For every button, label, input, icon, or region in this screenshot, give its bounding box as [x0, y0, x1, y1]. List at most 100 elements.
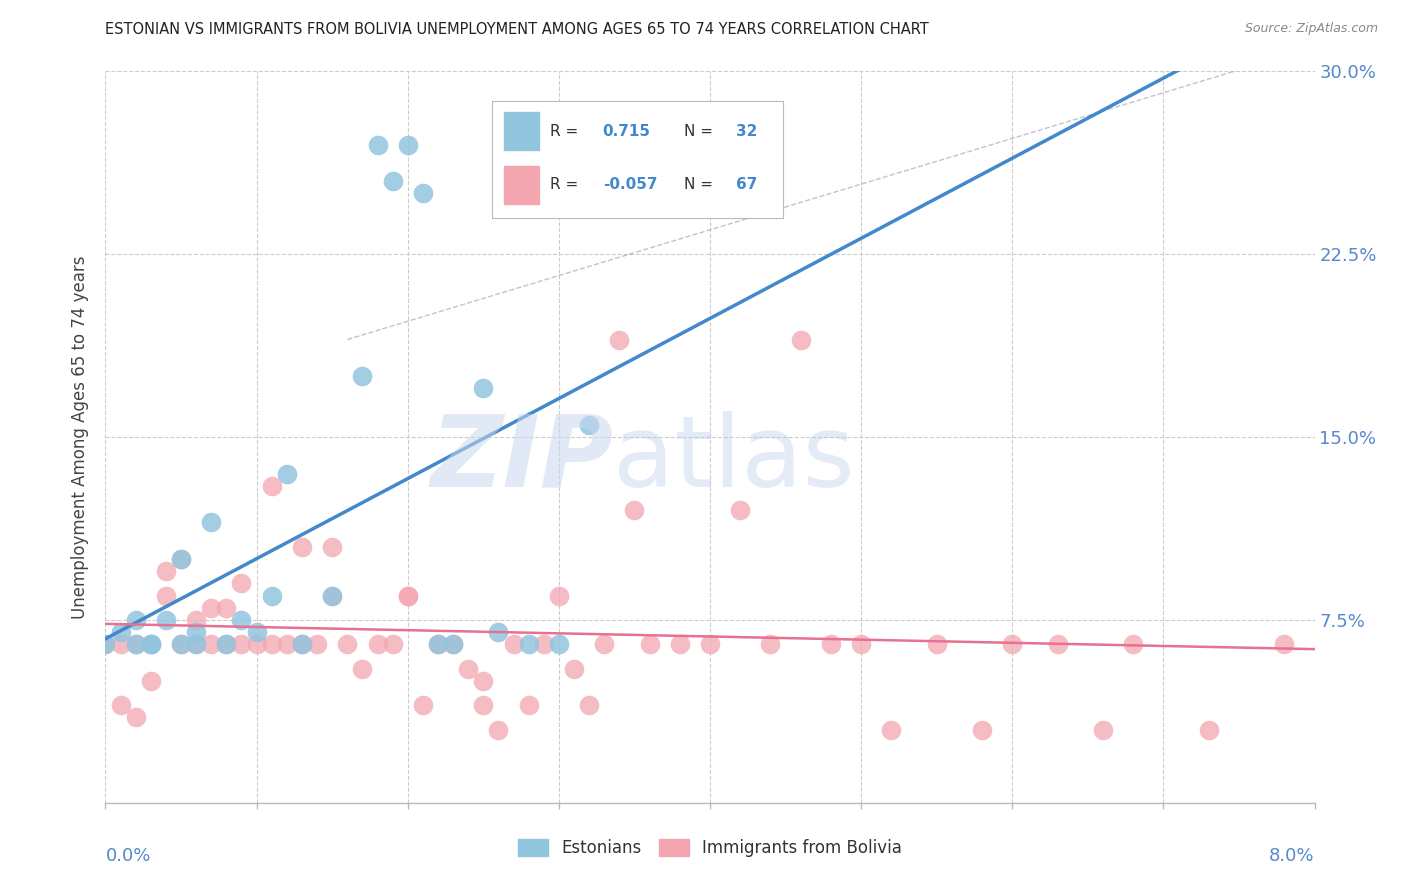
Point [669, 637, 692, 651]
Point [396, 589, 419, 603]
Point [336, 637, 359, 651]
Point [246, 637, 269, 651]
Legend: Estonians, Immigrants from Bolivia: Estonians, Immigrants from Bolivia [512, 832, 908, 864]
Point [200, 600, 222, 615]
Point [231, 576, 253, 591]
Point [502, 637, 524, 651]
Point [925, 637, 948, 651]
Point [125, 613, 148, 627]
Point [488, 625, 510, 640]
Point [412, 186, 434, 201]
Text: ESTONIAN VS IMMIGRANTS FROM BOLIVIA UNEMPLOYMENT AMONG AGES 65 TO 74 YEARS CORRE: ESTONIAN VS IMMIGRANTS FROM BOLIVIA UNEM… [105, 22, 929, 37]
Point [321, 589, 343, 603]
Point [730, 503, 752, 517]
Point [548, 589, 571, 603]
Point [231, 613, 253, 627]
Point [367, 137, 389, 152]
Point [472, 698, 495, 713]
Point [367, 637, 389, 651]
Point [276, 637, 298, 651]
Point [638, 198, 661, 212]
Point [186, 637, 208, 651]
Point [972, 723, 994, 737]
Point [1092, 723, 1115, 737]
Point [110, 625, 132, 640]
Point [291, 637, 314, 651]
Point [139, 637, 162, 651]
Point [1274, 637, 1296, 651]
Point [396, 589, 419, 603]
Text: atlas: atlas [613, 410, 855, 508]
Point [246, 625, 269, 640]
Point [441, 637, 464, 651]
Point [200, 516, 222, 530]
Point [578, 698, 600, 713]
Point [1198, 723, 1220, 737]
Point [427, 637, 450, 651]
Point [291, 637, 314, 651]
Point [533, 637, 555, 651]
Point [396, 137, 419, 152]
Point [155, 564, 177, 578]
Point [1001, 637, 1024, 651]
Point [427, 637, 450, 651]
Point [790, 333, 813, 347]
Point [759, 637, 782, 651]
Point [186, 613, 208, 627]
Point [307, 637, 329, 651]
Point [851, 637, 873, 651]
Point [215, 637, 238, 651]
Point [578, 417, 600, 432]
Point [638, 637, 661, 651]
Point [94, 637, 117, 651]
Point [276, 467, 298, 481]
Point [412, 698, 434, 713]
Text: 8.0%: 8.0% [1270, 847, 1315, 864]
Point [609, 333, 631, 347]
Point [125, 637, 148, 651]
Point [1046, 637, 1069, 651]
Point [139, 637, 162, 651]
Point [125, 710, 148, 724]
Point [593, 637, 616, 651]
Point [381, 637, 404, 651]
Point [110, 637, 132, 651]
Text: 0.0%: 0.0% [105, 847, 150, 864]
Text: ZIP: ZIP [430, 410, 613, 508]
Point [381, 174, 404, 188]
Point [186, 625, 208, 640]
Point [170, 552, 193, 566]
Point [260, 479, 283, 493]
Point [472, 673, 495, 688]
Point [170, 637, 193, 651]
Point [139, 673, 162, 688]
Point [186, 637, 208, 651]
Point [562, 662, 585, 676]
Point [488, 723, 510, 737]
Point [170, 552, 193, 566]
Point [139, 637, 162, 651]
Point [231, 637, 253, 651]
Point [352, 369, 374, 384]
Point [352, 662, 374, 676]
Point [291, 540, 314, 554]
Point [517, 698, 540, 713]
Y-axis label: Unemployment Among Ages 65 to 74 years: Unemployment Among Ages 65 to 74 years [72, 255, 90, 619]
Point [548, 637, 571, 651]
Point [820, 637, 842, 651]
Point [517, 637, 540, 651]
Point [321, 540, 343, 554]
Point [125, 637, 148, 651]
Point [457, 662, 479, 676]
Point [170, 637, 193, 651]
Point [699, 637, 721, 651]
Point [215, 637, 238, 651]
Point [623, 503, 645, 517]
Point [200, 637, 222, 651]
Text: Source: ZipAtlas.com: Source: ZipAtlas.com [1244, 22, 1378, 36]
Point [472, 381, 495, 395]
Point [110, 698, 132, 713]
Point [260, 589, 283, 603]
Point [155, 589, 177, 603]
Point [94, 637, 117, 651]
